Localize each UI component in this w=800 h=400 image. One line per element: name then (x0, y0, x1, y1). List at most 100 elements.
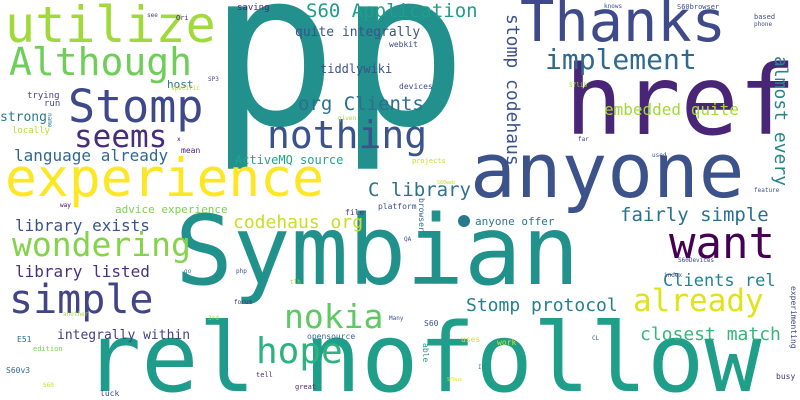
word-phone: phone (754, 21, 773, 28)
word-great: great (295, 383, 317, 391)
word-host: host (167, 78, 194, 91)
word-sflib: Sflib (569, 82, 588, 89)
word-anyone-offer: anyone offer (475, 215, 555, 228)
word-e51: E51 (17, 335, 32, 344)
word-integrally-within: integrally within (57, 328, 191, 343)
word-work: work (497, 338, 517, 347)
word-library-listed: library listed (15, 262, 150, 281)
word-index: index (664, 272, 683, 279)
word-qa: QA (404, 236, 412, 243)
word-edition: edition (33, 345, 63, 353)
word-strong: strong (0, 110, 47, 125)
word-nofollow: nofollow (304, 304, 762, 400)
word-another: another (63, 311, 89, 318)
word-see: see (147, 12, 158, 19)
word-file: file (345, 208, 365, 217)
word-c-library: C library (368, 179, 471, 201)
word-opensource: opensource (307, 332, 356, 341)
word-s60-small: S60 (43, 382, 54, 389)
word-mean: mean (181, 146, 201, 155)
word-codehaus-org: codehaus org (233, 212, 364, 233)
word-specific: specific (171, 85, 200, 92)
word-already: already (633, 283, 764, 319)
word-p-1: p (208, 0, 338, 175)
word-feature: feature (754, 187, 780, 194)
word-experimenting: experimenting (789, 286, 798, 349)
word-s60web: S60web (437, 180, 456, 186)
word-run: run (44, 99, 61, 109)
word-able: able (421, 343, 430, 363)
word-name: name (46, 113, 53, 128)
word-many: Many (389, 315, 404, 322)
word-thanks: Thanks (520, 0, 726, 55)
word-library-exists: library exists (15, 216, 150, 235)
word-href: href (565, 45, 797, 157)
word-clients-rel: Clients rel (663, 271, 776, 291)
word-knows: knows (604, 3, 623, 10)
word-want: want (669, 218, 775, 269)
word-s60: S60 (424, 319, 439, 328)
word-ori: Ori (176, 14, 189, 22)
word-s60devices: S60Devices (678, 257, 715, 264)
word-implement: implement (545, 43, 697, 76)
word-given: given (338, 115, 357, 122)
word-anyone: anyone (470, 126, 745, 215)
word-sp3: SP3 (208, 76, 219, 83)
word-sfbus: SFbus (447, 377, 463, 383)
word-advice-experience: advice experience (115, 203, 228, 216)
dot-mark (458, 215, 470, 227)
word-saving: saving (237, 3, 270, 13)
word-nothing: nothing (267, 113, 428, 157)
word-wondering: wondering (12, 225, 191, 264)
word-tell: tell (256, 371, 273, 379)
word-experience: experience (5, 148, 325, 209)
word-almost-every: almost every (770, 56, 791, 187)
word-rel: rel (84, 304, 256, 400)
word-symbian: Symbian (175, 195, 580, 307)
word-tiddlywiki: tiddlywiki (320, 62, 393, 76)
word-stomp-protocol: Stomp protocol (466, 295, 618, 316)
word-uses: uses (461, 335, 481, 344)
word-projects: projects (412, 157, 446, 165)
word-tlh: tlh (290, 279, 301, 286)
word-locally: locally (12, 126, 50, 136)
word-org-clients: org Clients (298, 93, 424, 115)
word-stomp-codehaus: stomp codehaus (502, 14, 523, 166)
word-utilize: utilize (5, 0, 216, 54)
word-stomp: Stomp (68, 80, 204, 133)
word-s60v3: S60v3 (6, 366, 31, 375)
word-used: used (652, 152, 667, 159)
word-s60-application: S60 Application (306, 0, 478, 22)
word-simple: simple (9, 277, 154, 323)
word-php: php (236, 268, 247, 275)
word-devices: devices (399, 82, 433, 91)
word-busy: busy (776, 372, 796, 381)
word-luck: luck (100, 389, 120, 398)
word-ie: IE (478, 364, 486, 371)
word-browser: browser (417, 198, 426, 232)
word-go: go (184, 268, 192, 275)
word-language-already: language already (14, 146, 169, 165)
word-hope: hope (256, 331, 343, 372)
word-embedded-quite: embedded quite (604, 100, 739, 119)
word-3rd: 3rd (208, 315, 219, 322)
word-forum: forum (234, 299, 253, 306)
word-quite-integrally: quite integrally (295, 25, 421, 40)
word-p-2: p (338, 0, 468, 175)
word-fairly-simple: fairly simple (620, 204, 769, 226)
word-platform: platform (378, 202, 417, 211)
word-closest-match: closest match (640, 324, 781, 345)
word-s60browser: S60browser (677, 3, 720, 11)
word-far: far (578, 136, 589, 143)
word-cl: CL (592, 335, 600, 342)
word-although: Although (9, 40, 193, 84)
word-x: x (177, 136, 181, 143)
word-activemq-source: ActiveMQ source (235, 153, 344, 167)
word-seems: seems (74, 119, 168, 155)
word-way: way (60, 202, 71, 209)
word-nokia: nokia (284, 297, 384, 336)
word-webkit: webkit (389, 40, 418, 49)
word-trying: trying (27, 91, 60, 101)
word-based: based (754, 13, 776, 21)
